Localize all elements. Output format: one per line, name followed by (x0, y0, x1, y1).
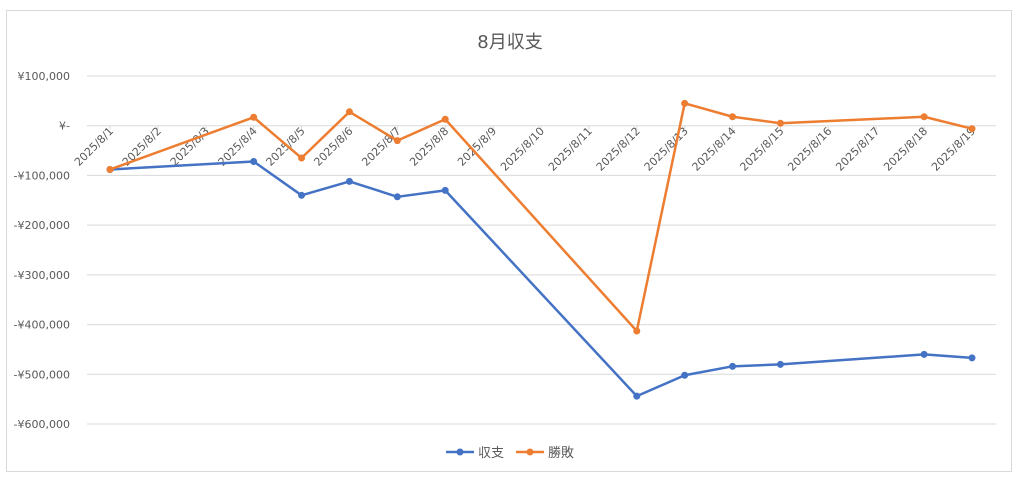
x-tick-label: 2025/8/17 (833, 125, 882, 174)
data-point (776, 360, 784, 368)
y-tick-label: -¥400,000 (14, 319, 70, 332)
y-tick-label: -¥200,000 (14, 219, 70, 232)
y-tick-label: ¥- (59, 120, 70, 133)
y-tick-label: -¥500,000 (14, 368, 70, 381)
data-point (393, 137, 401, 145)
y-tick-label: -¥100,000 (14, 169, 70, 182)
data-point (250, 113, 258, 121)
series-lines (106, 99, 976, 400)
series-line-1 (109, 160, 973, 398)
x-tick-label: 2025/8/11 (546, 125, 595, 174)
data-point (776, 119, 784, 127)
data-point (250, 158, 258, 166)
x-tick-label: 2025/8/15 (737, 125, 786, 174)
x-tick-label: 2025/8/8 (407, 125, 451, 169)
x-tick-label: 2025/8/12 (594, 125, 643, 174)
x-tick-label: 2025/8/13 (642, 125, 691, 174)
legend-marker (456, 448, 464, 456)
data-point (106, 165, 114, 173)
legend-label: 勝敗 (548, 446, 574, 461)
data-point (441, 115, 449, 123)
y-tick-label: -¥600,000 (14, 418, 70, 431)
x-axis-ticks: 2025/8/1 2025/8/2 2025/8/3 2025/8/4 2025/8/5… (72, 125, 978, 174)
y-tick-label: -¥300,000 (14, 269, 70, 282)
y-axis-ticks: ¥100,000 ¥- -¥100,000 -¥200,000 -¥300,000 -¥4… (14, 70, 70, 431)
legend-label: 収支 (478, 446, 504, 461)
x-tick-label: 2025/8/10 (498, 125, 547, 174)
x-tick-label: 2025/8/6 (311, 125, 355, 169)
x-tick-label: 2025/8/19 (929, 125, 978, 174)
data-point (298, 191, 306, 199)
data-point (920, 350, 928, 358)
data-point (920, 113, 928, 121)
x-tick-label: 2025/8/16 (785, 125, 834, 174)
x-tick-label: 2025/8/18 (881, 125, 930, 174)
data-point (633, 392, 641, 400)
chart-title: 8月収支 (477, 32, 542, 53)
chart-area (6, 10, 1012, 472)
x-tick-label: 2025/8/1 (72, 125, 116, 169)
data-point (441, 186, 449, 194)
data-point (968, 354, 976, 362)
data-point (345, 177, 353, 185)
data-point (968, 125, 976, 133)
data-point (729, 362, 737, 370)
x-tick-label: 2025/8/14 (690, 125, 739, 174)
legend-marker (526, 448, 534, 456)
legend: 収支 勝敗 (446, 446, 574, 461)
data-point (729, 113, 737, 121)
gridlines (87, 75, 996, 425)
data-point (681, 371, 689, 379)
data-point (345, 108, 353, 116)
data-point (393, 193, 401, 201)
data-point (633, 327, 641, 335)
y-tick-label: ¥100,000 (18, 70, 71, 83)
x-tick-label: 2025/8/9 (455, 125, 499, 169)
data-point (298, 154, 306, 162)
data-point (681, 99, 689, 107)
series-line-2 (109, 102, 973, 333)
